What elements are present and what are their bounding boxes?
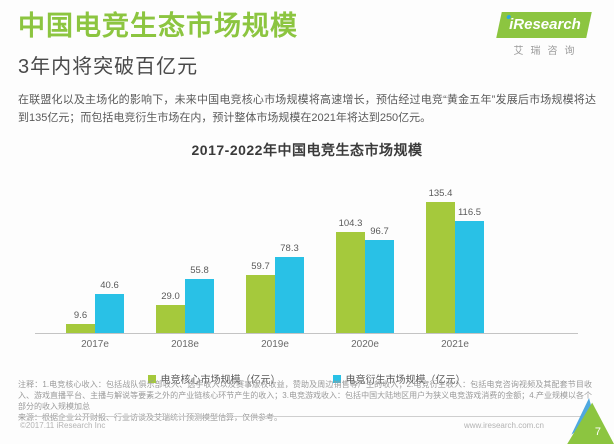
intro-paragraph: 在联盟化以及主场化的影响下，未来中国电竞核心市场规模将高速增长，预估经过电竞“黄… [18,93,596,124]
bar-value-label: 29.0 [161,291,180,302]
bar-group-2020e: 104.3 96.7 [320,176,410,333]
bar-value-label: 96.7 [370,226,389,237]
iresearch-logo: iResearch 艾瑞咨询 [496,12,592,57]
bar-chart: 9.6 40.6 29.0 55.8 59.7 78.3 104.3 96.7 135.4 116… [35,176,578,386]
bar-value-label: 55.8 [190,265,209,276]
bar: 29.0 [156,291,185,333]
bar-value-label: 59.7 [251,261,270,272]
footer-copyright: ©2017.11 iResearch Inc [20,421,106,430]
bar: 116.5 [455,207,484,333]
bar-value-label: 135.4 [428,188,453,199]
page-title: 中国电竞生态市场规模 [18,11,298,41]
bar: 9.6 [66,310,95,333]
footer-divider [18,416,596,417]
bar: 96.7 [365,226,394,333]
legend-label: 电竞核心市场规模（亿元） [160,375,281,386]
bar-value-label: 116.5 [457,207,482,218]
legend-label: 电竞衍生市场规模（亿元） [345,375,466,386]
chart-plot-area: 9.6 40.6 29.0 55.8 59.7 78.3 104.3 96.7 135.4 116… [35,176,578,334]
bar: 104.3 [336,218,365,333]
bar: 55.8 [185,265,214,333]
bar: 40.6 [95,280,124,333]
chart-legend: 电竞核心市场规模（亿元） 电竞衍生市场规模（亿元） [35,371,578,386]
header: 中国电竞生态市场规模 3年内将突破百亿元 在联盟化以及主场化的影响下，未来中国电… [18,10,596,127]
bar: 135.4 [426,188,455,333]
x-axis-label: 2017e [81,339,109,350]
bar: 59.7 [246,261,275,333]
bar-value-label: 78.3 [280,243,299,254]
bar-value-label: 104.3 [338,218,363,229]
logo-subtext: 艾瑞咨询 [513,46,582,57]
x-axis-labels: 2017e 2018e 2019e 2020e 2021e [35,339,578,355]
bar-value-label: 40.6 [100,280,119,291]
page-number: 7 [594,426,601,438]
legend-item: 电竞核心市场规模（亿元） [147,371,281,386]
x-axis-label: 2021e [441,339,469,350]
footnote-source: 来源：根据企业公开财报、行业访谈及艾瑞统计预测模型估算，仅供参考。 [18,413,282,422]
bar-group-2019e: 59.7 78.3 [230,176,320,333]
corner-decoration: 7 [562,398,614,444]
bar: 78.3 [275,243,304,333]
footer-url: www.iresearch.com.cn [463,421,544,430]
logo-text: iResearch [509,16,581,33]
footnote: 注释：1.电竞核心收入：包括战队俱乐部收入、选手收入以及赛事版权收益，赞助及周边… [18,379,592,423]
page-subtitle: 3年内将突破百亿元 [18,55,199,78]
chart-title: 2017-2022年中国电竞生态市场规模 [191,142,423,158]
bar-group-2018e: 29.0 55.8 [140,176,230,333]
legend-swatch-icon [147,374,156,383]
bar-group-2021e: 135.4 116.5 [410,176,500,333]
x-axis-label: 2018e [171,339,199,350]
iresearch-logo-icon: iResearch [496,12,592,38]
x-axis-label: 2020e [351,339,379,350]
legend-swatch-icon [332,374,341,383]
bar-value-label: 9.6 [73,310,88,321]
footnote-notes: 注释：1.电竞核心收入：包括战队俱乐部收入、选手收入以及赛事版权收益，赞助及周边… [18,380,592,411]
legend-item: 电竞衍生市场规模（亿元） [332,371,466,386]
bar-group-2017e: 9.6 40.6 [50,176,140,333]
x-axis-label: 2019e [261,339,289,350]
